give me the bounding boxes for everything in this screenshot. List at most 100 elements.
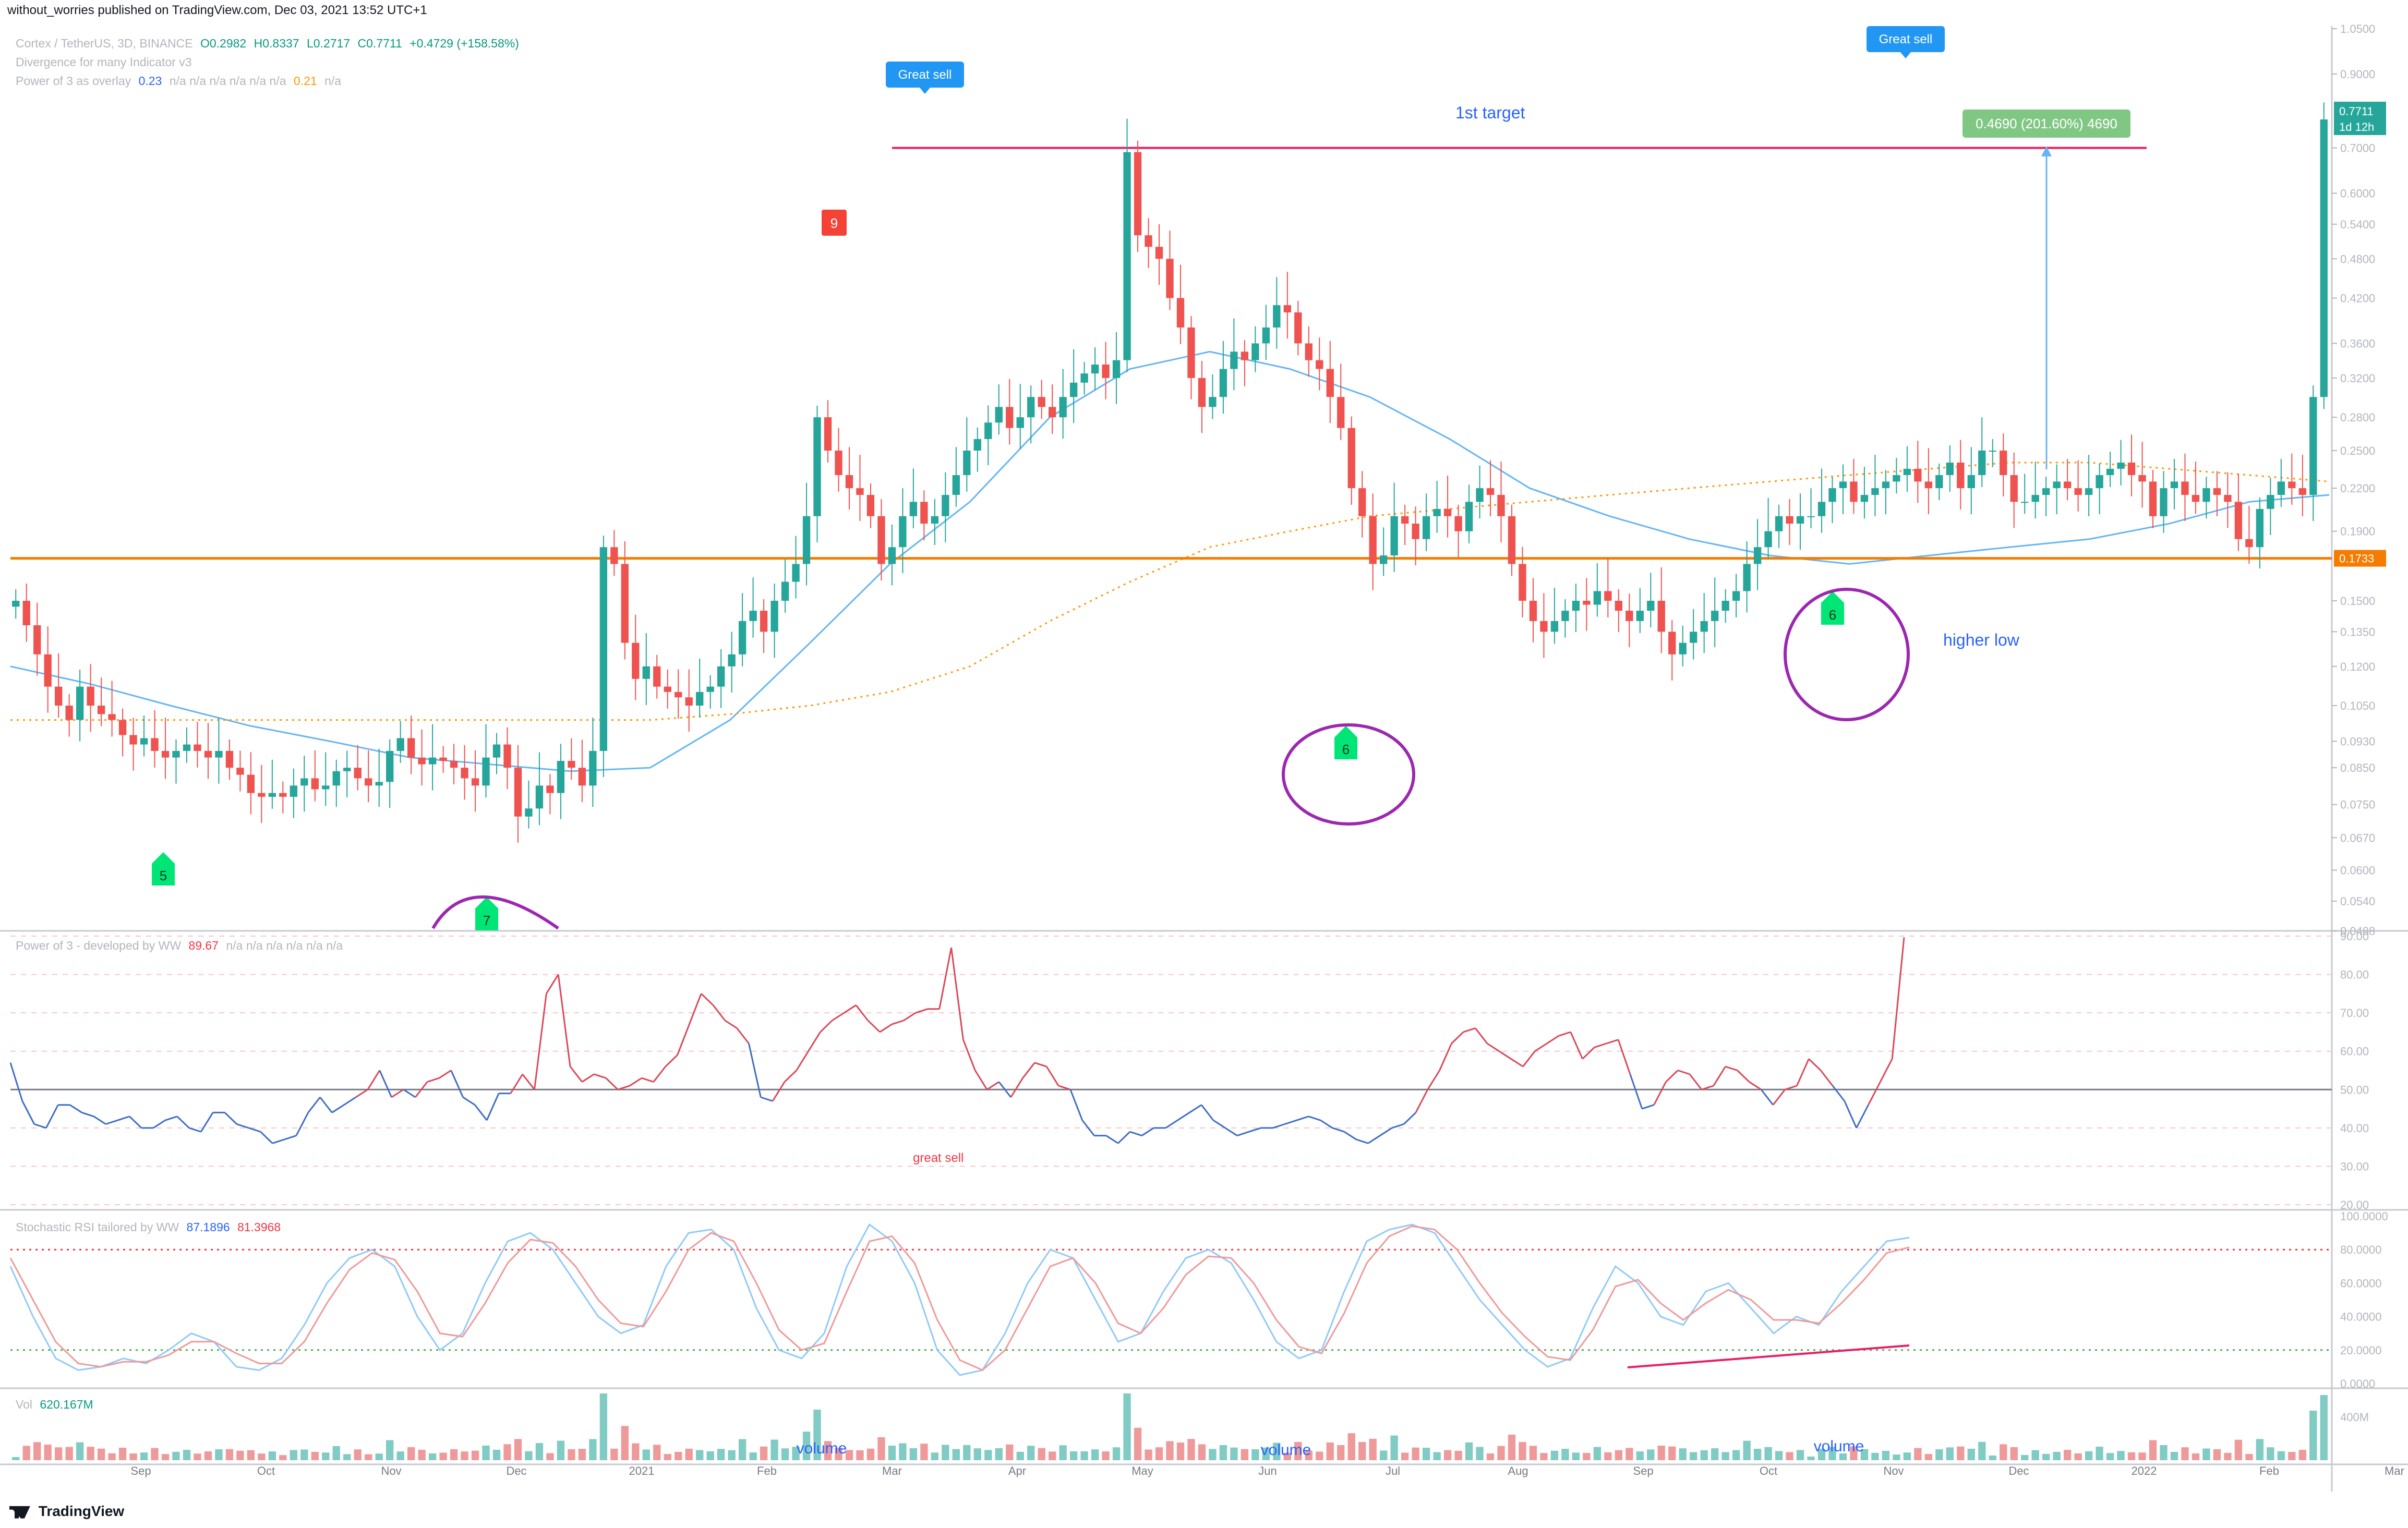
power-line-segment [1045, 1066, 1059, 1086]
volume-bar [2298, 1450, 2306, 1460]
volume-bar [845, 1450, 853, 1460]
candle-body [140, 738, 148, 745]
volume-bar [738, 1439, 747, 1460]
candle-body [97, 706, 105, 714]
price-tick-label: 0.4800 [2340, 252, 2375, 265]
power-line-segment [1165, 1119, 1178, 1129]
volume-bar [1145, 1449, 1152, 1460]
volume-bar [2245, 1454, 2253, 1460]
candle-body [1615, 600, 1622, 611]
volume-bar [1593, 1447, 1602, 1460]
candle-body [1604, 591, 1612, 601]
candle-body [1711, 611, 1719, 621]
candle-body [2213, 488, 2221, 495]
volume-bar [1219, 1445, 1227, 1460]
power-line-segment [1760, 1089, 1774, 1106]
candle-body [2000, 451, 2007, 476]
volume-bar [1583, 1453, 1591, 1460]
candle-body [375, 782, 383, 786]
power-line-segment [153, 1119, 166, 1129]
vol-legend[interactable]: Vol 620.167M [16, 1398, 98, 1412]
volume-bar [2149, 1440, 2157, 1460]
volume-bar [535, 1443, 544, 1460]
power-line-segment [1320, 1119, 1333, 1129]
publisher-header: without_worries published on TradingView… [7, 3, 427, 17]
candle-body [1508, 516, 1516, 564]
power-line-segment [962, 1039, 976, 1071]
power-tick-label: 60.00 [2340, 1045, 2369, 1058]
volume-bar [268, 1451, 276, 1460]
candle-body [781, 581, 789, 601]
volume-bar [1657, 1446, 1665, 1460]
candle-body [2149, 481, 2157, 516]
great-sell-text: Great sell [1879, 32, 1933, 46]
power-line-segment [224, 1112, 237, 1125]
volume-bar [1711, 1448, 1719, 1460]
power-legend[interactable]: Power of 3 - developed by WW 89.67 n/a n… [16, 939, 347, 953]
volume-bar [2085, 1451, 2093, 1460]
power-line-segment [784, 1070, 797, 1083]
candle-body [183, 744, 191, 751]
volume-bar [1519, 1442, 1526, 1460]
price-tick-label: 0.1900 [2340, 525, 2375, 538]
volume-bar [1679, 1448, 1687, 1460]
volume-bar [343, 1454, 351, 1460]
indicator1-legend[interactable]: Divergence for many Indicator v3 [16, 55, 192, 69]
volume-bar [770, 1439, 778, 1460]
candle-body [1721, 600, 1729, 611]
overlays [10, 147, 2332, 772]
volume-bar [1176, 1442, 1185, 1460]
volume-bar [1038, 1448, 1045, 1460]
volume-bar [717, 1449, 725, 1460]
power-line-segment [1534, 1042, 1547, 1052]
measure-text: 0.4690 (201.60%) 4690 [1976, 116, 2117, 131]
price-tick-label: 0.7000 [2340, 142, 2375, 155]
volume-bar [1230, 1447, 1238, 1460]
power-tick-label: 30.00 [2340, 1160, 2369, 1173]
candle-body [1860, 495, 1869, 502]
higher-low-label: higher low [1943, 630, 2020, 649]
indicator2-legend[interactable]: Power of 3 as overlay 0.23 n/a n/a n/a n… [16, 74, 345, 88]
candle-body [492, 744, 501, 758]
volume-bar [2170, 1452, 2178, 1460]
volume-bar [407, 1447, 415, 1460]
volume-bar [300, 1449, 308, 1460]
volume-bar [1540, 1453, 1548, 1460]
candle-body [1241, 351, 1249, 360]
symbol-label[interactable]: Cortex / TetherUS, 3D, BINANCE [16, 37, 193, 50]
candle-body [909, 502, 918, 516]
volume-bar [1604, 1452, 1612, 1460]
volume-bar [1508, 1435, 1516, 1460]
power-line-segment [1617, 1039, 1631, 1075]
power-line-segment [1713, 1066, 1726, 1086]
volume-bar [65, 1447, 73, 1460]
volume-bar [1946, 1447, 1954, 1460]
candle-body [44, 654, 52, 687]
candle-body [2117, 463, 2125, 469]
volume-bar [1476, 1447, 1484, 1460]
candle-body [1049, 407, 1056, 418]
candle-body [407, 738, 415, 758]
volume-note: volume [1261, 1441, 1311, 1459]
tradingview-footer[interactable]: TradingView [9, 1503, 124, 1520]
volume-bar [1465, 1442, 1473, 1460]
candle-body [589, 750, 597, 786]
candle-body [1796, 516, 1804, 524]
volume-bar [1112, 1447, 1121, 1460]
candle-body [225, 750, 234, 768]
volume-bar [418, 1450, 426, 1460]
stoch-legend[interactable]: Stochastic RSI tailored by WW 87.1896 81… [16, 1220, 285, 1234]
volume-bar [2063, 1450, 2072, 1460]
power-line-segment [105, 1119, 118, 1125]
volume-bar [482, 1446, 490, 1460]
candle-body [1176, 298, 1185, 328]
power-line-segment [891, 1020, 904, 1025]
candle-body [1626, 611, 1633, 621]
time-tick-label: Feb [2259, 1464, 2279, 1477]
time-tick-label: May [1131, 1464, 1153, 1477]
candle-body [1989, 451, 1996, 452]
power-line-segment [129, 1115, 142, 1129]
power-line-segment [844, 1004, 857, 1014]
candle-body [503, 744, 511, 768]
power-line-segment [522, 1073, 535, 1090]
